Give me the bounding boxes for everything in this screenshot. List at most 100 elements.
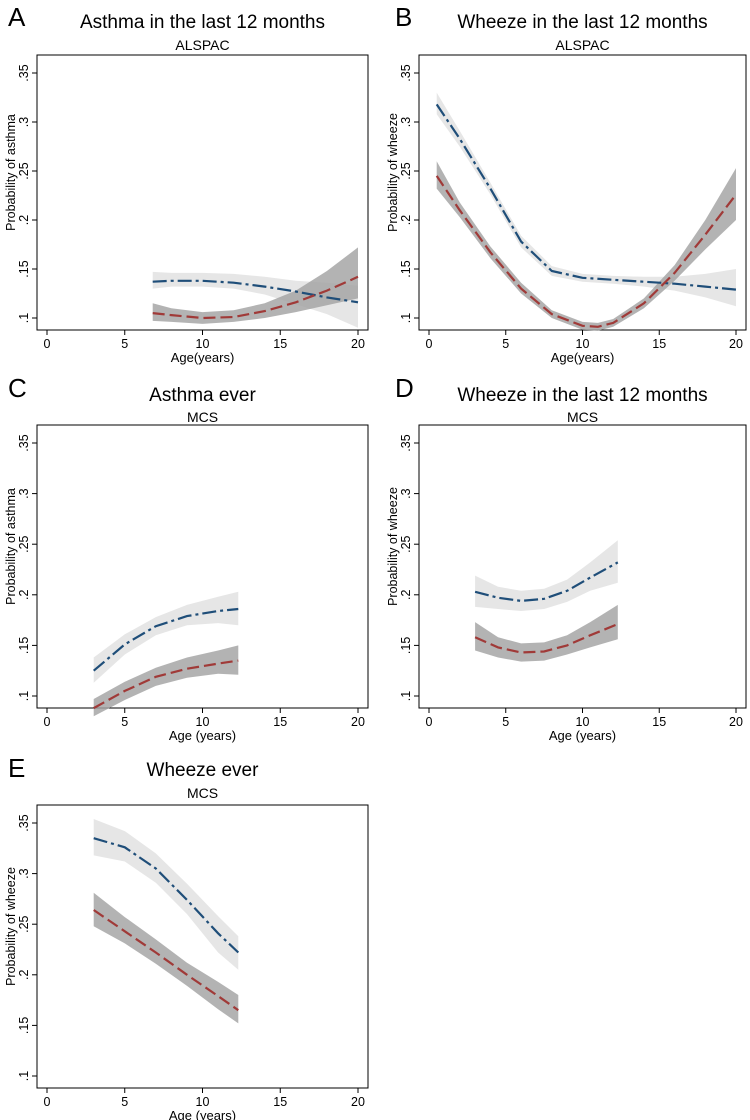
plot-frame xyxy=(36,804,369,1089)
y-tick-label: .35 xyxy=(17,434,31,451)
x-tick-label: 20 xyxy=(351,337,365,351)
y-axis-label: Probability of wheeze xyxy=(386,487,400,606)
series-line-red xyxy=(152,275,359,320)
x-tick-label: 20 xyxy=(351,715,365,729)
series-line-red xyxy=(93,909,239,1012)
y-tick-label: .3 xyxy=(17,117,31,127)
panel-letter: C xyxy=(8,373,27,403)
x-tick-label: 0 xyxy=(44,1095,51,1109)
y-tick-label: .2 xyxy=(399,215,413,225)
series-line-blue xyxy=(92,607,239,672)
series-line-red xyxy=(93,659,239,710)
series-line-blue xyxy=(474,561,619,603)
x-tick-label: 0 xyxy=(44,337,51,351)
panel-b: B Wheeze in the last 12 months ALSPAC 0 5 10 1… xyxy=(386,2,747,365)
x-tick-label: 10 xyxy=(196,1095,210,1109)
chart-title: Wheeze in the last 12 months xyxy=(457,12,707,33)
y-tick-label: .15 xyxy=(17,260,31,277)
x-tick-label: 15 xyxy=(273,1095,287,1109)
y-tick-label: .25 xyxy=(17,915,31,932)
y-tick-label: .25 xyxy=(399,535,413,552)
y-tick-label: .15 xyxy=(399,260,413,277)
ci-band-blue xyxy=(475,540,618,611)
panel-e: E Wheeze ever MCS 0 5 10 15 20 .1 .15 .2 .25 .3 .35 Ag… xyxy=(4,753,369,1120)
x-tick-label: 10 xyxy=(196,715,210,729)
x-axis-label: Age(years) xyxy=(551,350,615,365)
x-tick-label: 15 xyxy=(652,715,666,729)
y-tick-label: .35 xyxy=(17,64,31,81)
y-tick-label: .1 xyxy=(399,313,413,323)
chart-title: Asthma in the last 12 months xyxy=(80,12,325,33)
y-tick-label: .35 xyxy=(17,814,31,831)
chart-subtitle: MCS xyxy=(187,409,218,425)
panel-a: A Asthma in the last 12 months ALSPAC 0 5 10 1… xyxy=(4,2,369,365)
chart-subtitle: ALSPAC xyxy=(175,37,229,53)
ci-band-red xyxy=(152,247,358,324)
series-line-red xyxy=(474,623,619,654)
y-tick-label: .2 xyxy=(17,590,31,600)
series-line-red xyxy=(435,175,737,328)
ci-band-blue xyxy=(93,819,239,970)
y-axis-label: Probability of wheeze xyxy=(386,113,400,232)
x-tick-label: 20 xyxy=(351,1095,365,1109)
y-tick-label: .2 xyxy=(17,215,31,225)
y-tick-label: .35 xyxy=(399,434,413,451)
x-tick-label: 5 xyxy=(502,715,509,729)
x-axis-label: Age (years) xyxy=(169,1108,236,1120)
y-axis-label: Probability of wheeze xyxy=(4,867,18,986)
chart-title: Wheeze in the last 12 months xyxy=(457,385,707,406)
x-tick-label: 20 xyxy=(729,715,743,729)
panel-c: C Asthma ever MCS 0 5 10 15 20 .1 .15 .2 .25 .3 .35 Ag… xyxy=(4,373,369,743)
ci-band-red xyxy=(436,161,736,331)
y-tick-label: .3 xyxy=(17,868,31,878)
chart-title: Asthma ever xyxy=(149,385,256,406)
y-tick-label: .35 xyxy=(399,64,413,81)
panel-letter: B xyxy=(395,2,412,32)
x-axis-label: Age (years) xyxy=(549,728,616,743)
x-tick-label: 15 xyxy=(273,337,287,351)
y-tick-label: .3 xyxy=(399,488,413,498)
y-tick-label: .15 xyxy=(399,637,413,654)
chart-subtitle: MCS xyxy=(567,409,598,425)
series-line-blue xyxy=(152,279,359,304)
x-tick-label: 0 xyxy=(426,715,433,729)
x-tick-label: 5 xyxy=(121,337,128,351)
y-tick-label: .25 xyxy=(399,162,413,179)
y-axis-label: Probability of asthma xyxy=(4,114,18,231)
panel-letter: A xyxy=(8,2,26,32)
x-tick-label: 5 xyxy=(121,1095,128,1109)
y-tick-label: .25 xyxy=(17,162,31,179)
x-tick-label: 20 xyxy=(729,337,743,351)
y-tick-label: .2 xyxy=(399,590,413,600)
y-tick-label: .1 xyxy=(17,691,31,701)
ci-band-blue xyxy=(93,591,239,683)
y-tick-label: .1 xyxy=(17,1071,31,1081)
x-tick-label: 5 xyxy=(121,715,128,729)
ci-band-red xyxy=(475,604,618,662)
x-tick-label: 10 xyxy=(196,337,210,351)
y-tick-label: .1 xyxy=(399,691,413,701)
x-tick-label: 15 xyxy=(652,337,666,351)
chart-title: Wheeze ever xyxy=(147,760,260,781)
y-tick-label: .3 xyxy=(399,117,413,127)
x-tick-label: 5 xyxy=(502,337,509,351)
series-line-blue xyxy=(435,103,737,291)
chart-subtitle: MCS xyxy=(187,785,218,801)
plot-frame xyxy=(418,424,747,709)
panel-letter: D xyxy=(395,373,414,403)
x-tick-label: 10 xyxy=(576,715,590,729)
series-line-blue xyxy=(93,837,240,954)
ci-band-red xyxy=(93,892,239,1024)
x-tick-label: 10 xyxy=(576,337,590,351)
x-tick-label: 15 xyxy=(273,715,287,729)
y-tick-label: .15 xyxy=(17,637,31,654)
panel-letter: E xyxy=(8,753,25,783)
panel-d: D Wheeze in the last 12 months MCS 0 5 10 15 20… xyxy=(386,373,747,743)
y-tick-label: .1 xyxy=(17,313,31,323)
y-tick-label: .25 xyxy=(17,535,31,552)
chart-subtitle: ALSPAC xyxy=(555,37,609,53)
y-tick-label: .2 xyxy=(17,970,31,980)
x-tick-label: 0 xyxy=(426,337,433,351)
x-axis-label: Age (years) xyxy=(169,728,236,743)
